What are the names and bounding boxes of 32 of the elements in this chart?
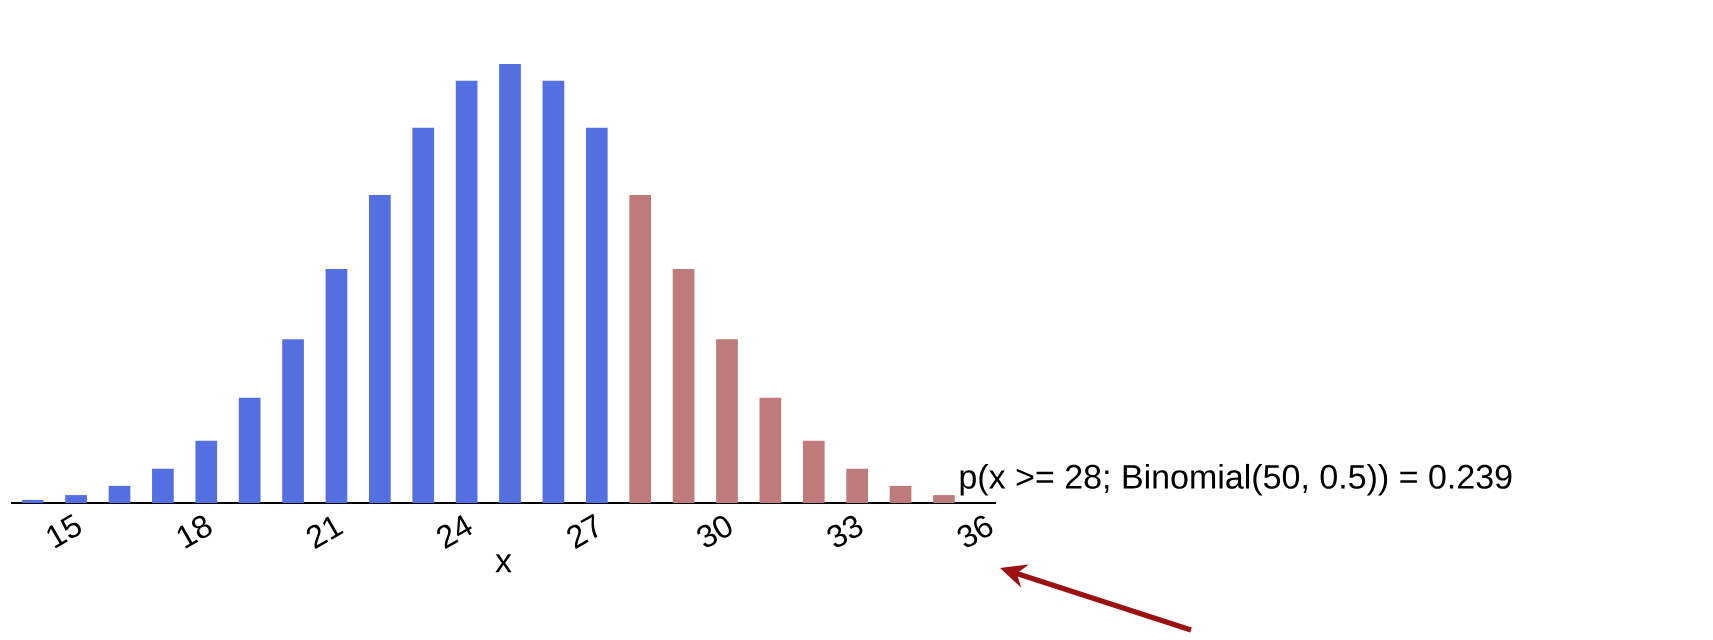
bar — [368, 194, 391, 503]
bar — [412, 127, 435, 503]
bar — [152, 468, 174, 503]
bar — [238, 397, 261, 503]
x-tick-label: 18 — [177, 515, 212, 549]
x-tick-label: 15 — [47, 513, 81, 549]
bar — [542, 80, 565, 503]
x-tick-label: 27 — [567, 513, 598, 549]
bar — [672, 269, 695, 503]
bar — [585, 127, 608, 503]
bar — [499, 64, 521, 503]
bar — [108, 485, 131, 503]
bar — [325, 269, 348, 503]
x-tick-label: 33 — [827, 515, 863, 548]
x-tick-label: 36 — [957, 515, 993, 548]
bar — [716, 339, 738, 503]
bar — [802, 440, 825, 503]
x-tick-label: 21 — [306, 516, 344, 549]
bar — [629, 194, 652, 503]
bar — [455, 80, 478, 503]
annotation: p(x >= 28; Binomial(50, 0.5)) = 0.239 — [960, 463, 1512, 496]
bar — [846, 468, 868, 503]
bar — [933, 495, 955, 503]
x-axis-title: x — [495, 554, 512, 573]
bar — [195, 440, 218, 503]
bar — [889, 485, 912, 503]
bar — [65, 495, 87, 503]
x-tick-label: 24 — [437, 514, 472, 549]
bar — [282, 339, 304, 503]
bar — [759, 397, 782, 503]
x-tick-label: 30 — [697, 516, 732, 548]
bar — [21, 499, 44, 503]
